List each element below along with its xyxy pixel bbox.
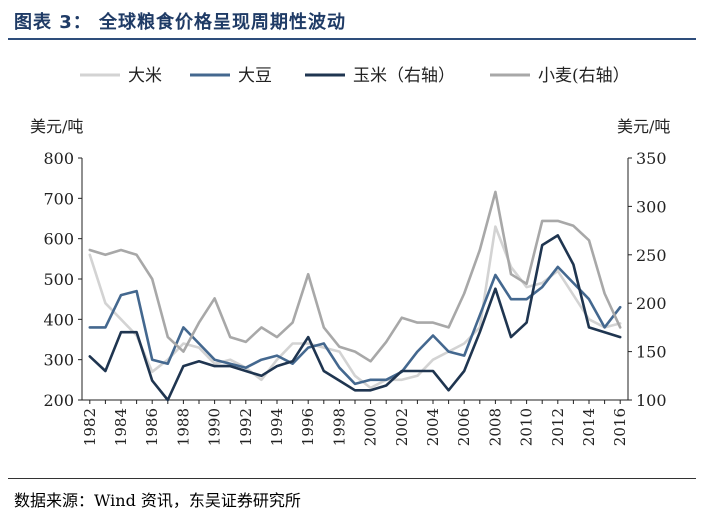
right-tick-label: 250 bbox=[636, 246, 667, 265]
x-tick-label: 1996 bbox=[299, 408, 317, 446]
left-tick-label: 600 bbox=[43, 230, 74, 249]
x-tick-label: 2006 bbox=[455, 408, 473, 446]
right-tick-label: 200 bbox=[636, 294, 667, 313]
x-tick-label: 2014 bbox=[580, 408, 598, 446]
x-tick-label: 1992 bbox=[237, 408, 255, 446]
x-tick-label: 1998 bbox=[330, 408, 348, 446]
x-tick-label: 2012 bbox=[549, 408, 567, 446]
left-tick-label: 400 bbox=[43, 310, 74, 329]
x-tick-label: 2016 bbox=[611, 408, 629, 446]
left-tick-label: 800 bbox=[43, 149, 74, 168]
line-chart: 大米 大豆 玉米（右轴） 小麦(右轴） 美元/吨 美元/吨 200 300 400 500 6… bbox=[30, 66, 670, 446]
x-tick-label: 2000 bbox=[362, 408, 380, 446]
series-line bbox=[88, 234, 622, 402]
x-tick-label: 1988 bbox=[174, 408, 192, 446]
left-axis-unit: 美元/吨 bbox=[30, 117, 83, 136]
legend-label: 小麦(右轴） bbox=[538, 66, 630, 86]
x-tick-label: 2004 bbox=[424, 408, 442, 446]
x-tick-label: 1994 bbox=[268, 408, 286, 446]
x-tick-label: 1982 bbox=[81, 408, 99, 446]
left-tick-label: 700 bbox=[43, 189, 74, 208]
legend-label: 大米 bbox=[128, 66, 162, 86]
x-tick-label: 2002 bbox=[393, 408, 411, 446]
x-tick-label: 2010 bbox=[518, 408, 536, 446]
right-tick-label: 150 bbox=[636, 343, 667, 362]
legend-label: 玉米（右轴） bbox=[353, 66, 455, 86]
left-tick-label: 200 bbox=[43, 391, 74, 410]
series-line bbox=[88, 225, 622, 390]
chart-series bbox=[88, 190, 622, 402]
data-source: 数据来源：Wind 资讯，东吴证券研究所 bbox=[14, 491, 301, 510]
right-tick-label: 300 bbox=[636, 197, 667, 216]
series-line bbox=[88, 190, 622, 363]
chart-legend: 大米 大豆 玉米（右轴） 小麦(右轴） bbox=[80, 66, 630, 86]
page-title: 图表 3： 全球粮食价格呈现周期性波动 bbox=[14, 12, 347, 33]
right-axis-unit: 美元/吨 bbox=[617, 117, 670, 136]
right-tick-label: 100 bbox=[636, 391, 667, 410]
right-tick-label: 350 bbox=[636, 149, 667, 168]
footer-divider bbox=[8, 478, 696, 479]
legend-label: 大豆 bbox=[238, 66, 272, 86]
left-tick-label: 300 bbox=[43, 351, 74, 370]
x-tick-label: 1984 bbox=[112, 408, 130, 446]
chart-axes: 200 300 400 500 600 700 800 100 150 200 250 300 350 1… bbox=[43, 149, 666, 446]
x-tick-label: 1986 bbox=[143, 408, 161, 446]
x-tick-label: 1990 bbox=[206, 408, 224, 446]
title-divider bbox=[8, 38, 696, 40]
x-tick-label: 2008 bbox=[486, 408, 504, 446]
left-tick-label: 500 bbox=[43, 270, 74, 289]
